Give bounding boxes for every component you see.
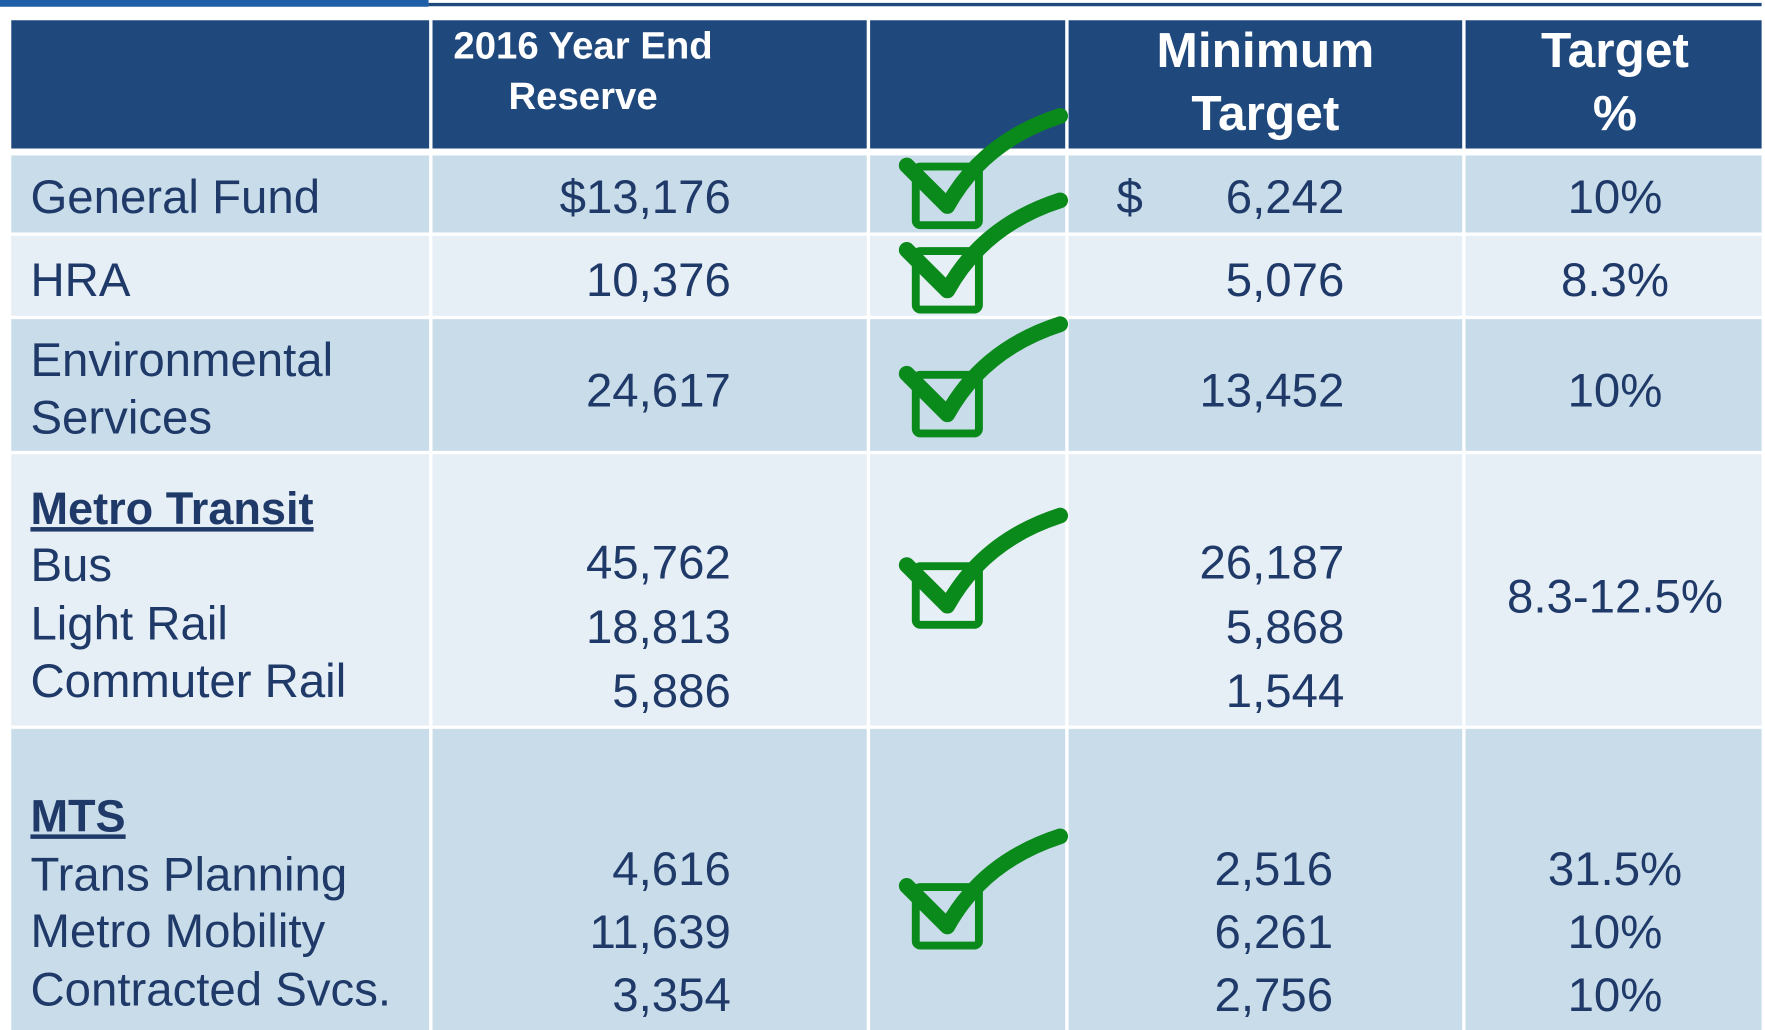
- check-mark: [898, 192, 1069, 299]
- target-value: 6,261: [1215, 906, 1334, 959]
- target-value: 5,868: [1226, 601, 1345, 654]
- check-box: [911, 883, 983, 950]
- target-value: 26,187: [1199, 537, 1344, 590]
- check-box: [911, 370, 983, 438]
- reserve-value: 10,376: [586, 254, 731, 307]
- row-label: Trans Planning: [30, 849, 347, 902]
- header-text: Target: [1541, 22, 1689, 78]
- header-text: Target: [1191, 85, 1339, 141]
- header-text: Minimum: [1157, 22, 1375, 78]
- target-percent: 8.3%: [1561, 254, 1669, 307]
- row-label: Contracted Svcs.: [30, 963, 391, 1016]
- row-label: Metro Mobility: [30, 905, 325, 958]
- reserve-value: 3,354: [612, 969, 731, 1022]
- row-background: [11, 234, 1762, 318]
- check-box: [911, 162, 983, 230]
- row-background: [11, 727, 1762, 1030]
- row-label: Services: [30, 392, 212, 445]
- row-label: Environmental: [30, 334, 333, 387]
- target-value: 2,756: [1215, 969, 1334, 1022]
- header-text: Reserve: [508, 75, 657, 118]
- reserve-value: $13,176: [560, 171, 731, 224]
- currency-sign: $: [1117, 171, 1143, 224]
- target-percent: 10%: [1568, 969, 1663, 1022]
- reserve-value: 4,616: [612, 843, 731, 896]
- target-value: 5,076: [1226, 254, 1345, 307]
- reserve-value: 24,617: [586, 365, 731, 418]
- target-value: 13,452: [1199, 365, 1344, 418]
- group-heading: Metro Transit: [30, 483, 313, 534]
- target-percent: 8.3-12.5%: [1507, 571, 1723, 624]
- target-percent: 10%: [1568, 171, 1663, 224]
- row-label: Commuter Rail: [30, 655, 346, 708]
- check-mark: [898, 507, 1069, 614]
- check-mark: [898, 828, 1069, 935]
- header-text: 2016 Year End: [453, 25, 712, 68]
- row-background: [11, 317, 1762, 453]
- header-row: [11, 20, 1762, 149]
- group-heading: MTS: [30, 790, 125, 841]
- check-box: [911, 247, 983, 314]
- target-percent: 31.5%: [1548, 843, 1682, 896]
- target-value: 6,242: [1226, 171, 1345, 224]
- target-value: 1,544: [1226, 665, 1345, 718]
- reserve-value: 45,762: [586, 537, 731, 590]
- target-value: 2,516: [1215, 843, 1334, 896]
- row-label: Bus: [30, 539, 112, 592]
- reserve-value: 18,813: [586, 601, 731, 654]
- target-percent: 10%: [1568, 906, 1663, 959]
- reserve-value: 11,639: [589, 906, 730, 959]
- row-background: [11, 452, 1762, 728]
- check-mark: [898, 316, 1069, 423]
- row-label: HRA: [30, 254, 130, 307]
- title-strip: [0, 0, 429, 7]
- row-label: Light Rail: [30, 598, 227, 651]
- row-background: [11, 155, 1762, 235]
- check-box: [911, 562, 983, 629]
- row-label: General Fund: [30, 171, 320, 224]
- target-percent: 10%: [1568, 365, 1663, 418]
- header-text: %: [1593, 85, 1637, 141]
- reserve-value: 5,886: [612, 665, 731, 718]
- check-mark: [898, 108, 1069, 214]
